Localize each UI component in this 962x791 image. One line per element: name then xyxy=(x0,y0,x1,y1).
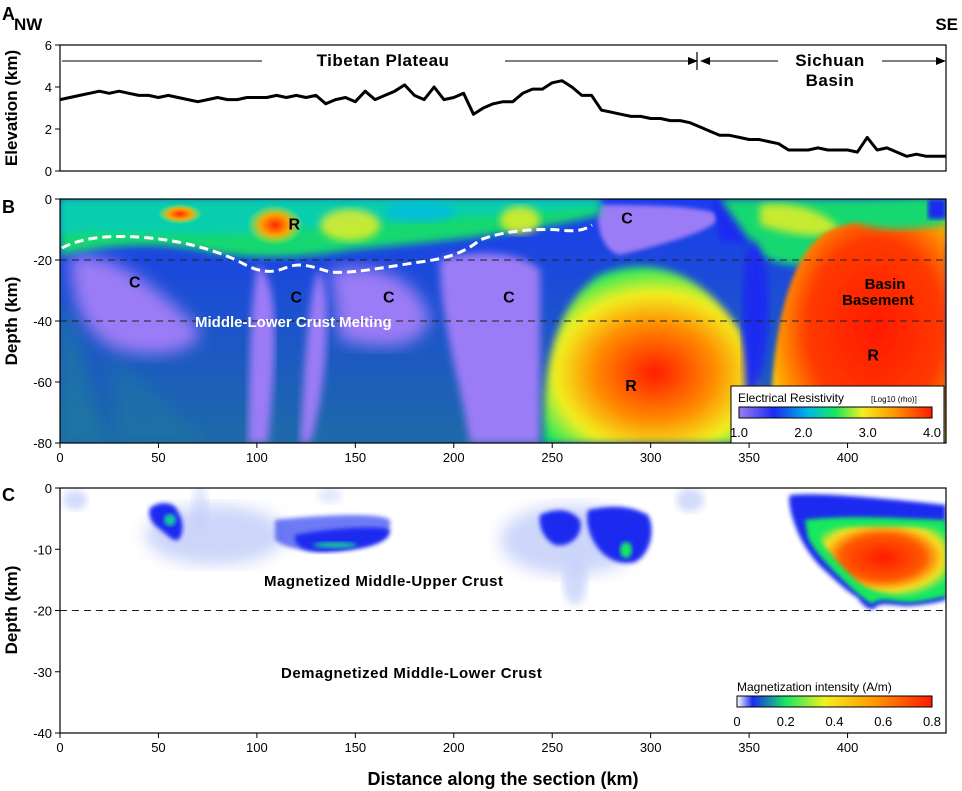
magnetized-upper-label: Magnetized Middle-Upper Crust xyxy=(264,573,504,590)
basin-label-line1: Basin xyxy=(865,276,906,293)
xtick-label: 350 xyxy=(738,740,760,755)
ytick-label: -20 xyxy=(33,253,52,268)
panel-b-dashed-depth-lines xyxy=(60,259,946,322)
elevation-line xyxy=(59,79,946,158)
region-annotation: R xyxy=(867,348,879,365)
colorbar-tick-label: 0.2 xyxy=(777,714,795,729)
region-annotation: C xyxy=(621,210,633,227)
ytick-label: -30 xyxy=(33,665,52,680)
resistivity-colorbar-title: Electrical Resistivity xyxy=(738,391,844,405)
xtick-label: 50 xyxy=(151,450,165,465)
xtick-label: 0 xyxy=(56,740,63,755)
panel-a-ytick-label: 2 xyxy=(45,122,52,137)
xtick-label: 100 xyxy=(246,450,268,465)
xtick-label: 250 xyxy=(541,740,563,755)
xtick-label: 200 xyxy=(443,740,465,755)
colorbar-tick-label: 4.0 xyxy=(923,425,941,440)
colorbar-tick-label: 1.0 xyxy=(730,425,748,440)
panel-a-letter: A xyxy=(2,4,15,24)
colorbar-tick-label: 2.0 xyxy=(794,425,812,440)
panel-b-axes: 0 -20 -40 -60 -80 0 50 100 150 200 250 300 350 400 xyxy=(33,192,858,465)
panel-a-ylabel: Elevation (km) xyxy=(2,50,21,166)
demagnetized-lower-label: Demagnetized Middle-Lower Crust xyxy=(281,665,542,682)
region-label-tibetan-plateau: Tibetan Plateau xyxy=(317,51,450,70)
ytick-label: -40 xyxy=(33,726,52,741)
resistivity-colorbar-ticks: 1.0 2.0 3.0 4.0 xyxy=(730,425,941,440)
xtick-label: 300 xyxy=(640,740,662,755)
panel-a-ytick-label: 6 xyxy=(45,38,52,53)
xtick-label: 150 xyxy=(344,450,366,465)
panel-a: A NW SE 0 2 4 6 Elevation (km) Tibetan Plat… xyxy=(2,4,958,179)
ytick-label: 0 xyxy=(45,481,52,496)
magnetization-colorbar: Magnetization intensity (A/m) 0 0.2 0.4 0.6… xyxy=(733,680,941,729)
panel-b: B xyxy=(2,192,947,465)
region-annotation: C xyxy=(129,274,141,291)
resistivity-colorbar-ramp xyxy=(738,406,933,419)
region-annotation: C xyxy=(503,290,515,307)
magnetization-colorbar-title: Magnetization intensity (A/m) xyxy=(737,680,892,694)
panel-c-axes: 0 -10 -20 -30 -40 0 50 100 150 200 250 300 350 400 xyxy=(33,481,858,755)
panel-b-annotations: R C C C C C R R xyxy=(129,210,879,395)
ytick-label: -20 xyxy=(33,604,52,619)
panel-a-y-axis: 0 2 4 6 xyxy=(45,38,60,179)
corner-label-nw: NW xyxy=(14,15,43,34)
colorbar-tick-label: 0.6 xyxy=(874,714,892,729)
basin-label-line2: Basement xyxy=(842,292,914,309)
xtick-label: 0 xyxy=(56,450,63,465)
panel-c-letter: C xyxy=(2,485,15,505)
xtick-label: 100 xyxy=(246,740,268,755)
panel-b-letter: B xyxy=(2,197,15,217)
panel-b-ylabel: Depth (km) xyxy=(2,277,21,366)
xtick-label: 400 xyxy=(837,450,859,465)
ytick-label: -40 xyxy=(33,314,52,329)
xtick-label: 400 xyxy=(837,740,859,755)
region-annotation: C xyxy=(383,290,395,307)
region-label-basin: Basin xyxy=(806,71,855,90)
xtick-label: 250 xyxy=(541,450,563,465)
magnetization-colorbar-ramp xyxy=(736,695,933,708)
ytick-label: -80 xyxy=(33,436,52,451)
ytick-label: -60 xyxy=(33,375,52,390)
magnetization-field xyxy=(60,488,946,733)
magnetization-colorbar-ticks: 0 0.2 0.4 0.6 0.8 xyxy=(733,714,941,729)
region-arrows xyxy=(62,52,946,70)
resistivity-colorbar: Electrical Resistivity [Log10 (rho)] 1.0… xyxy=(730,385,945,444)
region-annotation: R xyxy=(625,378,637,395)
colorbar-tick-label: 0.4 xyxy=(825,714,843,729)
xtick-label: 50 xyxy=(151,740,165,755)
region-annotation: R xyxy=(289,216,301,233)
panel-a-ytick-label: 0 xyxy=(45,164,52,179)
panel-c: C xyxy=(2,481,947,789)
panel-a-ytick-label: 4 xyxy=(45,80,52,95)
xtick-label: 350 xyxy=(738,450,760,465)
xtick-label: 200 xyxy=(443,450,465,465)
panel-c-ylabel: Depth (km) xyxy=(2,566,21,655)
melting-boundary-line xyxy=(61,223,593,274)
corner-label-se: SE xyxy=(935,15,958,34)
resistivity-colorbar-unit: [Log10 (rho)] xyxy=(871,395,917,404)
xtick-label: 150 xyxy=(344,740,366,755)
melting-label: Middle-Lower Crust Melting xyxy=(195,314,392,331)
colorbar-tick-label: 0 xyxy=(733,714,740,729)
panel-c-xlabel: Distance along the section (km) xyxy=(367,769,638,789)
colorbar-tick-label: 0.8 xyxy=(923,714,941,729)
xtick-label: 300 xyxy=(640,450,662,465)
region-annotation: C xyxy=(290,290,302,307)
ytick-label: -10 xyxy=(33,542,52,557)
ytick-label: 0 xyxy=(45,192,52,207)
colorbar-tick-label: 3.0 xyxy=(859,425,877,440)
region-label-sichuan: Sichuan xyxy=(795,51,865,70)
